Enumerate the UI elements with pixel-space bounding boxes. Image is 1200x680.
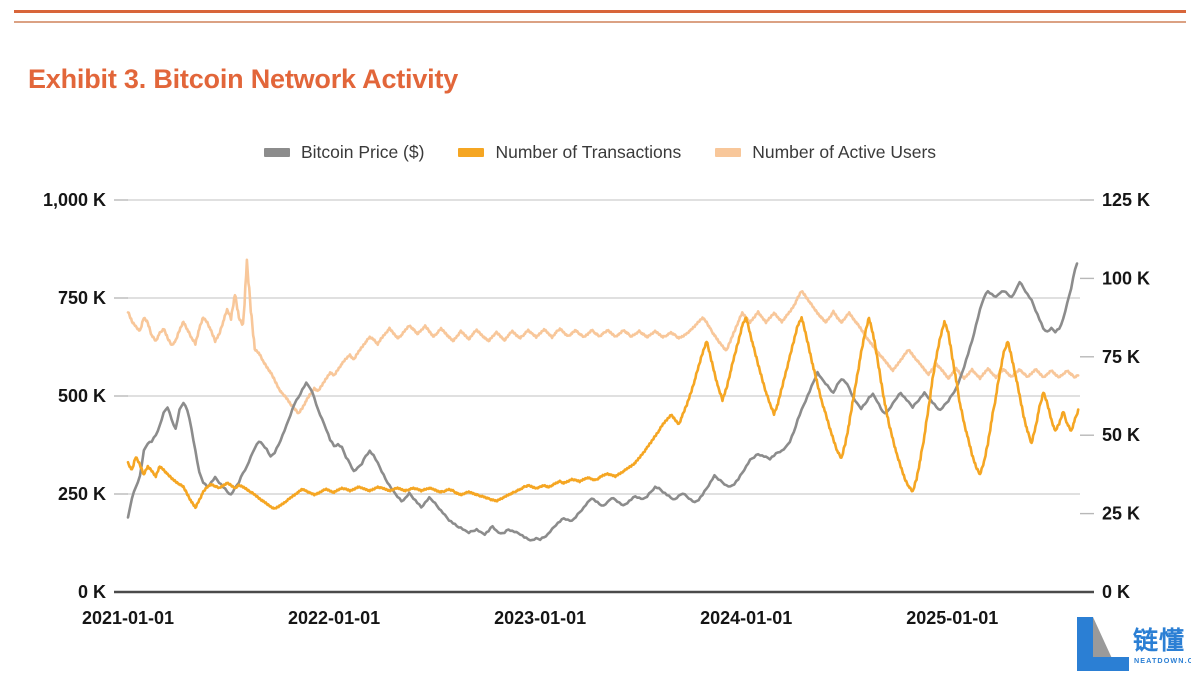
chart-series-layer (126, 258, 1080, 542)
y-axis-label-left: 500 K (58, 386, 106, 406)
legend-swatch-users (715, 148, 742, 157)
legend-item-price[interactable]: Bitcoin Price ($) (263, 142, 425, 163)
y-axis-label-right: 125 K (1102, 190, 1150, 210)
legend-item-users[interactable]: Number of Active Users (715, 142, 936, 163)
header-rule-thin (14, 21, 1186, 23)
legend-swatch-transactions (458, 148, 485, 157)
chart-gridlines (128, 199, 1080, 495)
header-rule-thick (14, 10, 1186, 13)
legend-label-price: Bitcoin Price ($) (300, 142, 425, 162)
y-axis-label-left: 250 K (58, 484, 106, 504)
series-line-number-of-transactions (126, 315, 1080, 510)
y-axis-label-left: 750 K (58, 288, 106, 308)
y-axis-label-left: 0 K (78, 582, 106, 602)
neatdown-logo: 链懂 NEATDOWN.COM (1073, 613, 1200, 675)
logo-text-en: NEATDOWN.COM (1134, 656, 1191, 665)
logo-triangle-icon (1093, 617, 1115, 665)
x-axis-label: 2025-01-01 (906, 608, 998, 628)
y-axis-label-right: 0 K (1102, 582, 1130, 602)
y-axis-label-right: 100 K (1102, 268, 1150, 288)
legend-item-transactions[interactable]: Number of Transactions (458, 142, 681, 163)
logo-text-cn: 链懂 (1133, 626, 1185, 655)
x-axis-label: 2023-01-01 (494, 608, 586, 628)
page-title: Exhibit 3. Bitcoin Network Activity (28, 64, 459, 94)
y-axis-label-right: 25 K (1102, 504, 1140, 524)
series-line-bitcoin-price (126, 262, 1079, 542)
legend-swatch-price (263, 148, 290, 157)
x-axis-label: 2022-01-01 (288, 608, 380, 628)
x-axis-label: 2021-01-01 (82, 608, 174, 628)
logo-foot-icon (1093, 657, 1129, 671)
x-axis-label: 2024-01-01 (700, 608, 792, 628)
legend-label-transactions: Number of Transactions (495, 142, 682, 162)
y-axis-label-right: 50 K (1102, 425, 1140, 445)
chart-legend: Bitcoin Price ($) Number of Transactions… (0, 142, 1200, 163)
logo-bar-icon (1077, 617, 1093, 671)
y-axis-label-left: 1,000 K (43, 190, 106, 210)
chart-axis-layer (114, 199, 1094, 594)
series-line-number-of-active-users (126, 258, 1080, 415)
header-rules (14, 10, 1186, 23)
chart-tick-labels: 0 K 250 K 500 K 750 K 1,000 K 0 K 25 K 50 K 75 K… (43, 190, 1150, 628)
legend-label-users: Number of Active Users (752, 142, 937, 162)
y-axis-label-right: 75 K (1102, 347, 1140, 367)
